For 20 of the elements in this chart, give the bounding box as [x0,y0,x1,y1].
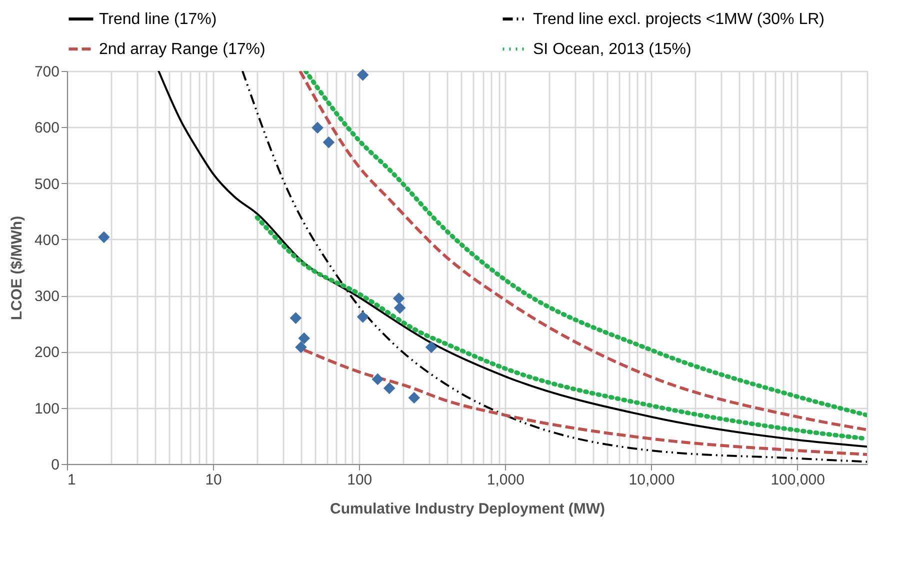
y-tick-label: 400 [34,232,60,249]
x-tick-label: 1 [68,472,76,488]
x-tick-label: 10 [205,472,222,488]
x-tick-label: 100,000 [770,472,825,488]
legend-label: Trend line (17%) [99,11,217,28]
y-axis-title: LCOE ($/MWh) [8,216,26,320]
legend-label: Trend line excl. projects <1MW (30% LR) [533,11,825,28]
y-tick-label: 100 [34,400,60,418]
legend-label: 2nd array Range (17%) [99,41,266,58]
y-tick-label: 500 [34,176,60,193]
y-tick-label: 200 [34,344,60,362]
y-tick-label: 300 [34,288,60,306]
legend-label: SI Ocean, 2013 (15%) [533,41,692,58]
x-axis-title: Cumulative Industry Deployment (MW) [330,500,606,518]
x-tick-label: 1,000 [486,472,524,488]
y-tick-label: 0 [51,456,60,474]
y-tick-label: 600 [34,120,60,137]
x-tick-label: 100 [347,472,372,488]
y-tick-label: 700 [34,64,60,80]
x-tick-label: 10,000 [628,472,675,488]
